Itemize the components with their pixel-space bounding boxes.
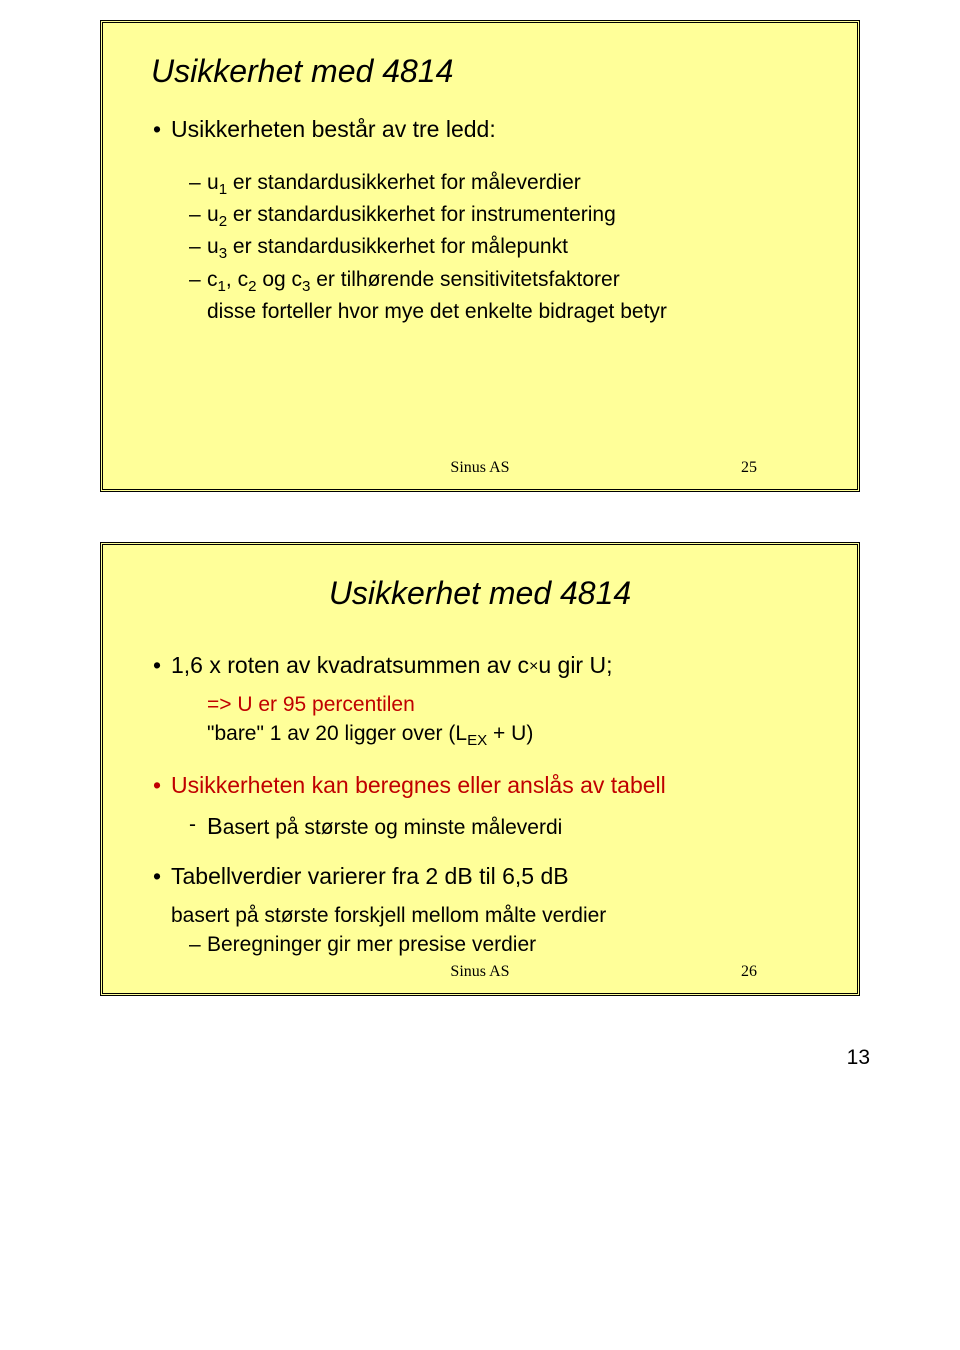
sub-bullet-c: c1, c2 og c3 er tilhørende sensitivitets… [189,268,817,295]
bullet-3: Tabellverdier varierer fra 2 dB til 6,5 … [153,863,817,890]
subscript: 2 [219,213,227,230]
bullet-3-line2: basert på største forskjell mellom målte… [171,904,817,928]
subscript: 1 [219,181,227,198]
bullet-main: Usikkerheten består av tre ledd: [153,116,817,143]
subscript: EX [467,732,487,749]
bullet-2-sub: Basert på største og minste måleverdi [189,813,817,840]
text: "bare" 1 av 20 ligger over (L [207,722,467,745]
subscript: 1 [218,278,226,295]
bullet-1: 1,6 x roten av kvadratsummen av c×u gir … [153,652,817,679]
text: er standardusikkerhet for måleverdier [227,171,581,194]
text: , c [226,268,248,291]
text: asert på største og minste måleverdi [223,816,563,839]
text: er standardusikkerhet for instrumenterin… [227,203,616,226]
text: 1,6 x roten av kvadratsummen av c [171,652,529,678]
footer-author: Sinus AS [450,963,509,981]
text: u [207,203,219,226]
sub-bullet-u1: u1 er standardusikkerhet for måleverdier [189,171,817,198]
bullet-3-sub: Beregninger gir mer presise verdier [189,933,817,957]
page-number: 13 [40,1046,920,1070]
text: er tilhørende sensitivitetsfaktorer [310,268,619,291]
footer-author: Sinus AS [450,459,509,477]
line-bare: "bare" 1 av 20 ligger over (LEX + U) [207,722,817,749]
slide-25: Usikkerhet med 4814 Usikkerheten består … [100,20,860,492]
text: er standardusikkerhet for målepunkt [227,235,568,258]
page-container: Usikkerhet med 4814 Usikkerheten består … [0,0,960,1090]
text: + U) [487,722,533,745]
text: og c [256,268,302,291]
text: c [207,268,218,291]
footer-page: 26 [741,963,757,981]
footer-page: 25 [741,459,757,477]
text: u [207,235,219,258]
slide-title: Usikkerhet med 4814 [143,575,817,612]
text: B [207,813,223,839]
slide-26: Usikkerhet med 4814 1,6 x roten av kvadr… [100,542,860,996]
text: u gir U; [538,652,612,678]
bullet-2: Usikkerheten kan beregnes eller anslås a… [153,772,817,799]
sub-line-desc: disse forteller hvor mye det enkelte bid… [207,300,817,324]
sub-bullet-u3: u3 er standardusikkerhet for målepunkt [189,235,817,262]
text: u [207,171,219,194]
line-percentile: => U er 95 percentilen [207,693,817,717]
subscript: 3 [219,246,227,263]
mult-symbol: × [529,657,538,675]
sub-bullet-u2: u2 er standardusikkerhet for instrumente… [189,203,817,230]
slide-title: Usikkerhet med 4814 [151,53,817,90]
